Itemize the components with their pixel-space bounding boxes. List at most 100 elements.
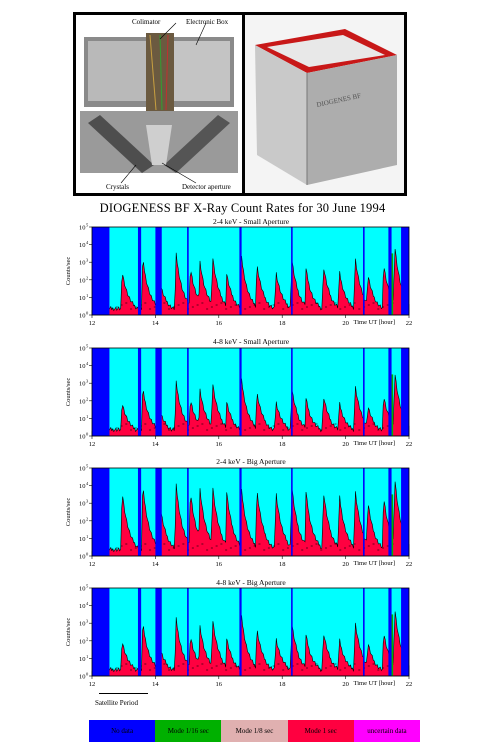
no-data-gap	[187, 588, 189, 676]
y-tick-exponent: 1	[86, 654, 88, 659]
label-electronic-box: Electronic Box	[186, 18, 229, 26]
no-data-gap	[239, 468, 242, 556]
x-tick-label: 22	[406, 681, 413, 688]
x-tick-label: 16	[216, 441, 223, 448]
y-tick-label: 10	[79, 501, 86, 508]
y-tick-exponent: 3	[86, 379, 89, 384]
y-tick-exponent: 5	[86, 223, 89, 228]
x-tick-label: 22	[406, 441, 413, 448]
legend-label-mode-1-8: Mode 1/8 sec	[235, 727, 274, 735]
y-tick-label: 10	[79, 586, 86, 593]
no-data-gap	[363, 588, 365, 676]
y-tick-exponent: 0	[86, 311, 89, 316]
no-data-gap	[388, 588, 392, 676]
no-data-gap	[401, 227, 409, 315]
label-colimator: Colimator	[132, 18, 161, 26]
mode-1-16-band	[390, 614, 394, 676]
no-data-gap	[291, 227, 293, 315]
no-data-gap	[92, 227, 110, 315]
left-face	[255, 45, 307, 185]
y-tick-exponent: 3	[86, 499, 89, 504]
x-tick-label: 12	[89, 681, 96, 688]
y-tick-exponent: 0	[86, 552, 89, 557]
count-rate-area	[91, 248, 410, 316]
interior-drawing	[76, 22, 242, 193]
legend: No data Mode 1/16 sec Mode 1/8 sec Mode …	[89, 720, 421, 742]
no-data-gap	[137, 227, 142, 315]
photo-instrument-exterior: DIOGENES BF	[245, 15, 404, 193]
no-data-gap	[363, 227, 365, 315]
no-data-gap	[137, 588, 142, 676]
no-data-gap	[137, 348, 142, 436]
panel-title-4: 4-8 keV - Big Aperture	[216, 578, 286, 587]
detector-aperture-shape	[146, 125, 172, 165]
x-tick-label: 12	[89, 320, 96, 327]
no-data-gap	[239, 348, 242, 436]
legend-item-mode-1-8: Mode 1/8 sec	[221, 720, 288, 742]
x-tick-label: 20	[342, 561, 349, 568]
x-tick-label: 16	[216, 681, 223, 688]
no-data-gap	[363, 468, 365, 556]
y-tick-label: 10	[79, 313, 86, 320]
legend-label-mode-1: Mode 1 sec	[304, 727, 337, 735]
x-tick-label: 20	[342, 681, 349, 688]
no-data-gap	[239, 227, 242, 315]
y-tick-exponent: 5	[86, 344, 89, 349]
no-data-gap	[155, 227, 162, 315]
exterior-drawing: DIOGENES BF	[245, 15, 404, 193]
count-rate-area	[91, 611, 410, 677]
x-tick-label: 20	[342, 320, 349, 327]
y-axis-label: Counts/sec	[65, 378, 72, 407]
x-tick-label: 22	[406, 561, 413, 568]
x-tick-label: 16	[216, 320, 223, 327]
no-data-gap	[137, 468, 142, 556]
y-tick-exponent: 0	[86, 672, 89, 677]
y-axis-label: Counts/sec	[65, 257, 72, 286]
plot-frame	[91, 587, 410, 677]
no-data-gap	[291, 588, 293, 676]
y-tick-label: 10	[79, 416, 86, 423]
y-tick-exponent: 3	[86, 258, 89, 263]
y-tick-label: 10	[79, 277, 86, 284]
y-tick-label: 10	[79, 603, 86, 610]
x-tick-label: 14	[152, 320, 159, 327]
top-plate	[267, 35, 385, 67]
x-axis-label: Time UT [hour]	[353, 680, 395, 687]
y-tick-exponent: 2	[86, 516, 88, 521]
satellite-period-label: Satellite Period	[95, 699, 138, 707]
no-data-gap	[291, 468, 293, 556]
figure-title: DIOGENESS BF X-Ray Count Rates for 30 Ju…	[99, 201, 386, 215]
no-data-gap	[239, 588, 242, 676]
x-tick-label: 22	[406, 320, 413, 327]
count-rate-area	[91, 374, 410, 437]
crystal-left	[88, 115, 154, 173]
y-axis-label: Counts/sec	[65, 498, 72, 527]
y-tick-exponent: 3	[86, 619, 89, 624]
x-axis-label: Time UT [hour]	[353, 319, 395, 326]
legend-item-uncertain: uncertain data	[353, 720, 421, 742]
y-tick-exponent: 1	[86, 293, 88, 298]
legend-label-mode-1-16: Mode 1/16 sec	[167, 727, 209, 735]
electronic-box-right	[164, 41, 230, 101]
x-tick-label: 12	[89, 441, 96, 448]
x-tick-label: 18	[279, 320, 286, 327]
panel-title-1: 2-4 keV - Small Aperture	[212, 217, 290, 226]
y-tick-exponent: 2	[86, 636, 88, 641]
y-tick-label: 10	[79, 483, 86, 490]
no-data-gap	[187, 468, 189, 556]
y-tick-exponent: 4	[86, 601, 89, 606]
y-tick-label: 10	[79, 295, 86, 302]
y-tick-label: 10	[79, 466, 86, 473]
no-data-gap	[388, 227, 392, 315]
legend-item-no-data: No data	[89, 720, 156, 742]
y-tick-exponent: 4	[86, 361, 89, 366]
x-tick-label: 14	[152, 441, 159, 448]
y-tick-label: 10	[79, 260, 86, 267]
label-crystals: Crystals	[106, 183, 129, 191]
no-data-gap	[187, 348, 189, 436]
no-data-gap	[388, 468, 392, 556]
x-tick-label: 14	[152, 681, 159, 688]
